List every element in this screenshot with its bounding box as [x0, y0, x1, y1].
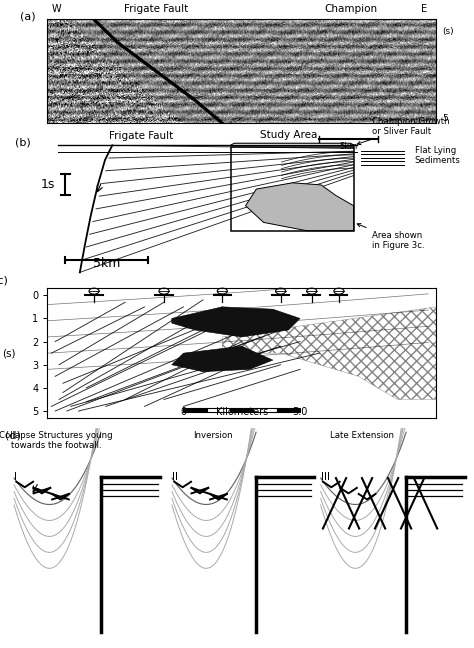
Text: E: E: [420, 4, 427, 14]
Text: Flat Lying
Sediments: Flat Lying Sediments: [415, 146, 461, 165]
Text: (a): (a): [20, 11, 36, 21]
Text: Frigate Fault: Frigate Fault: [109, 131, 173, 141]
Text: 1s: 1s: [40, 178, 55, 191]
Text: (s): (s): [2, 348, 15, 358]
Text: 5.0: 5.0: [292, 407, 308, 417]
Polygon shape: [246, 183, 354, 231]
Bar: [230, 408, 254, 412]
Text: (b): (b): [15, 137, 31, 147]
Text: (d): (d): [5, 430, 20, 440]
Bar: [254, 408, 277, 412]
Text: Late Extension: Late Extension: [330, 431, 394, 440]
Polygon shape: [172, 346, 273, 372]
Bar: [207, 408, 230, 412]
Text: Area shown
in Figure 3c.: Area shown in Figure 3c.: [357, 224, 424, 250]
Text: Champion Growth
or Sliver Fault: Champion Growth or Sliver Fault: [357, 117, 449, 145]
Text: Inversion: Inversion: [193, 431, 233, 440]
Text: W: W: [51, 4, 61, 14]
Text: III: III: [320, 472, 329, 482]
Text: (s): (s): [442, 27, 454, 36]
Text: I: I: [14, 472, 17, 482]
Text: 5km: 5km: [339, 142, 358, 151]
Text: Kilometers: Kilometers: [216, 407, 268, 417]
Bar: [183, 408, 207, 412]
Bar: [231, 148, 354, 231]
Text: Frigate Fault: Frigate Fault: [124, 4, 188, 14]
Text: 5km: 5km: [93, 257, 120, 270]
Text: II: II: [172, 472, 178, 482]
Text: (c): (c): [0, 275, 8, 285]
Text: Champion: Champion: [324, 4, 377, 14]
Text: Study Area: Study Area: [260, 130, 318, 140]
Text: Collapse Structures young
towards the footwall.: Collapse Structures young towards the fo…: [0, 431, 113, 450]
Text: 5: 5: [442, 115, 447, 124]
Polygon shape: [172, 307, 300, 337]
Bar: [277, 408, 300, 412]
Text: 0: 0: [181, 407, 186, 417]
